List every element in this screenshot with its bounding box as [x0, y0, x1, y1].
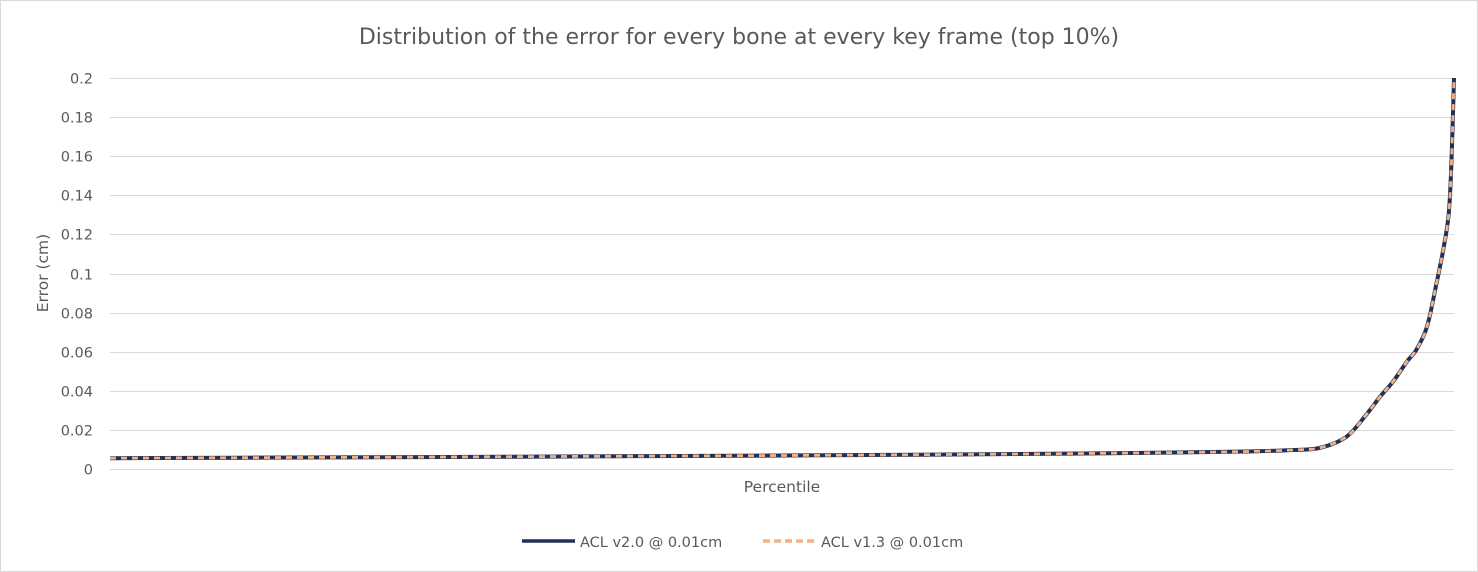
series-line-acl-v2	[109, 77, 1456, 461]
series-layer	[109, 77, 1456, 461]
legend-label-acl-v1-3: ACL v1.3 @ 0.01cm	[821, 535, 963, 551]
y-tick-label: 0.06	[61, 346, 93, 362]
y-tick-label: 0.02	[61, 424, 93, 440]
y-tick-label: 0	[84, 463, 93, 479]
y-tick-label: 0.1	[70, 268, 93, 284]
legend-label-acl-v2: ACL v2.0 @ 0.01cm	[580, 535, 722, 551]
legend: ACL v2.0 @ 0.01cm ACL v1.3 @ 0.01cm	[522, 535, 963, 551]
y-tick-label: 0.08	[61, 307, 93, 323]
x-axis-title: Percentile	[744, 478, 820, 496]
y-axis-title: Error (cm)	[34, 234, 52, 312]
y-tick-label: 0.2	[70, 72, 93, 88]
series-line-acl-v1-3	[109, 77, 1456, 460]
y-tick-label: 0.18	[61, 111, 93, 127]
y-tick-labels: 0 0.02 0.04 0.06 0.08 0.1 0.12 0.14 0.16 0.18 0.2	[61, 72, 93, 479]
y-tick-label: 0.12	[61, 228, 93, 244]
y-tick-label: 0.04	[61, 385, 93, 401]
y-tick-label: 0.16	[61, 150, 93, 166]
grid-layer	[110, 78, 1454, 470]
y-tick-label: 0.14	[61, 189, 93, 205]
chart-title: Distribution of the error for every bone…	[359, 25, 1119, 50]
